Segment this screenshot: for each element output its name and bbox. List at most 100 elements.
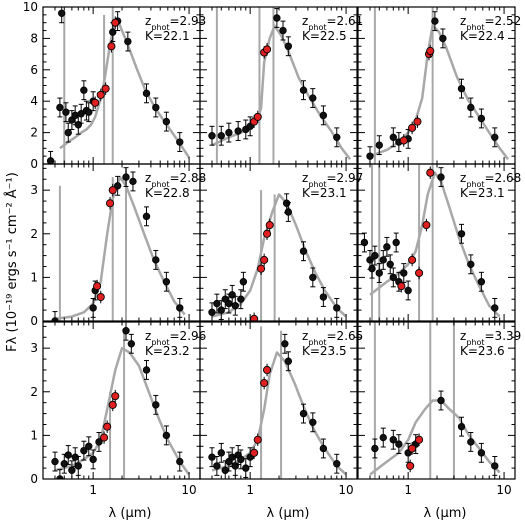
- model-sed: [211, 351, 347, 476]
- nir-point: [111, 392, 120, 401]
- photometry-point: [371, 444, 379, 453]
- photometry-point: [309, 94, 317, 102]
- photometry-point: [142, 89, 151, 98]
- photometry-point: [368, 264, 376, 273]
- x-axis-title-1: λ (μm): [109, 506, 152, 521]
- nir-point: [260, 379, 269, 388]
- photometry-point: [231, 462, 239, 470]
- photometry-point: [208, 132, 216, 140]
- photometry-point: [273, 14, 281, 22]
- nir-point: [397, 282, 406, 291]
- photometry-point: [176, 304, 184, 312]
- photometry-point: [237, 295, 245, 303]
- photometry-point: [467, 438, 475, 446]
- photometry-point: [122, 327, 130, 335]
- photometry-point: [213, 299, 221, 308]
- panel-3: zphot=2.52K=22.4: [357, 6, 521, 165]
- nir-point: [101, 84, 110, 93]
- photometry-point: [319, 293, 328, 301]
- plot-area: [51, 322, 191, 479]
- nir-point: [262, 365, 272, 375]
- photometry-point: [309, 418, 317, 427]
- photometry-point: [176, 138, 184, 146]
- nir-point: [415, 268, 424, 278]
- y-axis-title: Fλ (10⁻¹⁹ ergs s⁻¹ cm⁻² Å⁻¹): [4, 172, 20, 352]
- photometry-point: [284, 357, 293, 365]
- photometry-point: [64, 128, 72, 137]
- nir-point: [265, 221, 274, 230]
- photometry-point: [242, 464, 250, 472]
- photometry-point: [319, 111, 328, 120]
- photometry-point: [231, 302, 239, 310]
- nir-point: [253, 112, 262, 121]
- panel-2: zphot=2.61K=22.5: [199, 6, 363, 165]
- photometry-point: [176, 457, 184, 466]
- y-tick-label: 3: [30, 341, 38, 355]
- panel-frame: [199, 321, 358, 480]
- photometry-point: [124, 37, 132, 46]
- y-tick-label: 3: [30, 183, 38, 197]
- photometry-point: [68, 466, 76, 474]
- photometry-point: [467, 103, 475, 112]
- photometry-point: [309, 273, 317, 282]
- photometry-point: [85, 442, 93, 450]
- photometry-point: [127, 340, 136, 348]
- photometry-point: [457, 230, 466, 238]
- y-tick-label: 1: [30, 428, 38, 442]
- photometry-point: [389, 273, 397, 282]
- nir-point: [108, 186, 117, 195]
- y-tick-label: 10: [23, 0, 38, 14]
- photometry-point: [208, 308, 216, 316]
- photometry-point: [221, 466, 229, 474]
- plot-area: [208, 326, 347, 479]
- photometry-point: [152, 256, 160, 264]
- photometry-point: [89, 304, 97, 312]
- model-sed: [211, 24, 351, 161]
- photometry-point: [217, 449, 225, 457]
- photometry-point: [237, 455, 245, 464]
- nir-point: [100, 433, 109, 442]
- x-tick-label: 1: [404, 483, 412, 497]
- plot-area: [46, 7, 191, 164]
- photometry-point: [467, 260, 475, 269]
- panel-frame: [199, 163, 358, 322]
- x-tick-label: 1: [246, 483, 254, 497]
- nir-point: [406, 461, 415, 470]
- nir-point: [408, 444, 417, 453]
- nir-point: [399, 136, 408, 145]
- photometry-point: [279, 26, 287, 35]
- photometry-point: [477, 449, 486, 457]
- photometry-point: [74, 462, 82, 470]
- plot-area: [360, 164, 501, 321]
- photometry-point: [383, 243, 391, 251]
- k-mag-annotation: K=23.5: [302, 344, 347, 358]
- nir-point: [253, 435, 262, 444]
- photometry-point: [162, 431, 171, 440]
- nir-point: [105, 199, 115, 208]
- nir-point: [96, 292, 105, 302]
- photometry-point: [162, 117, 171, 126]
- photometry-point: [152, 401, 160, 409]
- photometry-point: [491, 304, 499, 312]
- panel-frame: [357, 321, 516, 480]
- panel-5: zphot=2.97K=23.1: [199, 163, 363, 322]
- photometry-point: [375, 141, 383, 149]
- photometry-point: [319, 444, 328, 453]
- y-tick-label: 0: [30, 314, 38, 328]
- photometry-point: [228, 291, 236, 299]
- k-mag-annotation: K=22.4: [460, 29, 505, 43]
- nir-point: [415, 435, 424, 444]
- photometry-point: [281, 340, 289, 348]
- photometry-point: [80, 446, 88, 455]
- y-tick-label: 2: [30, 227, 38, 241]
- photometry-point: [80, 86, 88, 94]
- nir-point: [96, 90, 105, 99]
- photometry-point: [239, 278, 248, 286]
- photometry-point: [477, 114, 486, 123]
- y-tick-label: 2: [30, 126, 38, 140]
- nir-point: [422, 221, 431, 230]
- k-mag-annotation: K=23.1: [460, 186, 505, 200]
